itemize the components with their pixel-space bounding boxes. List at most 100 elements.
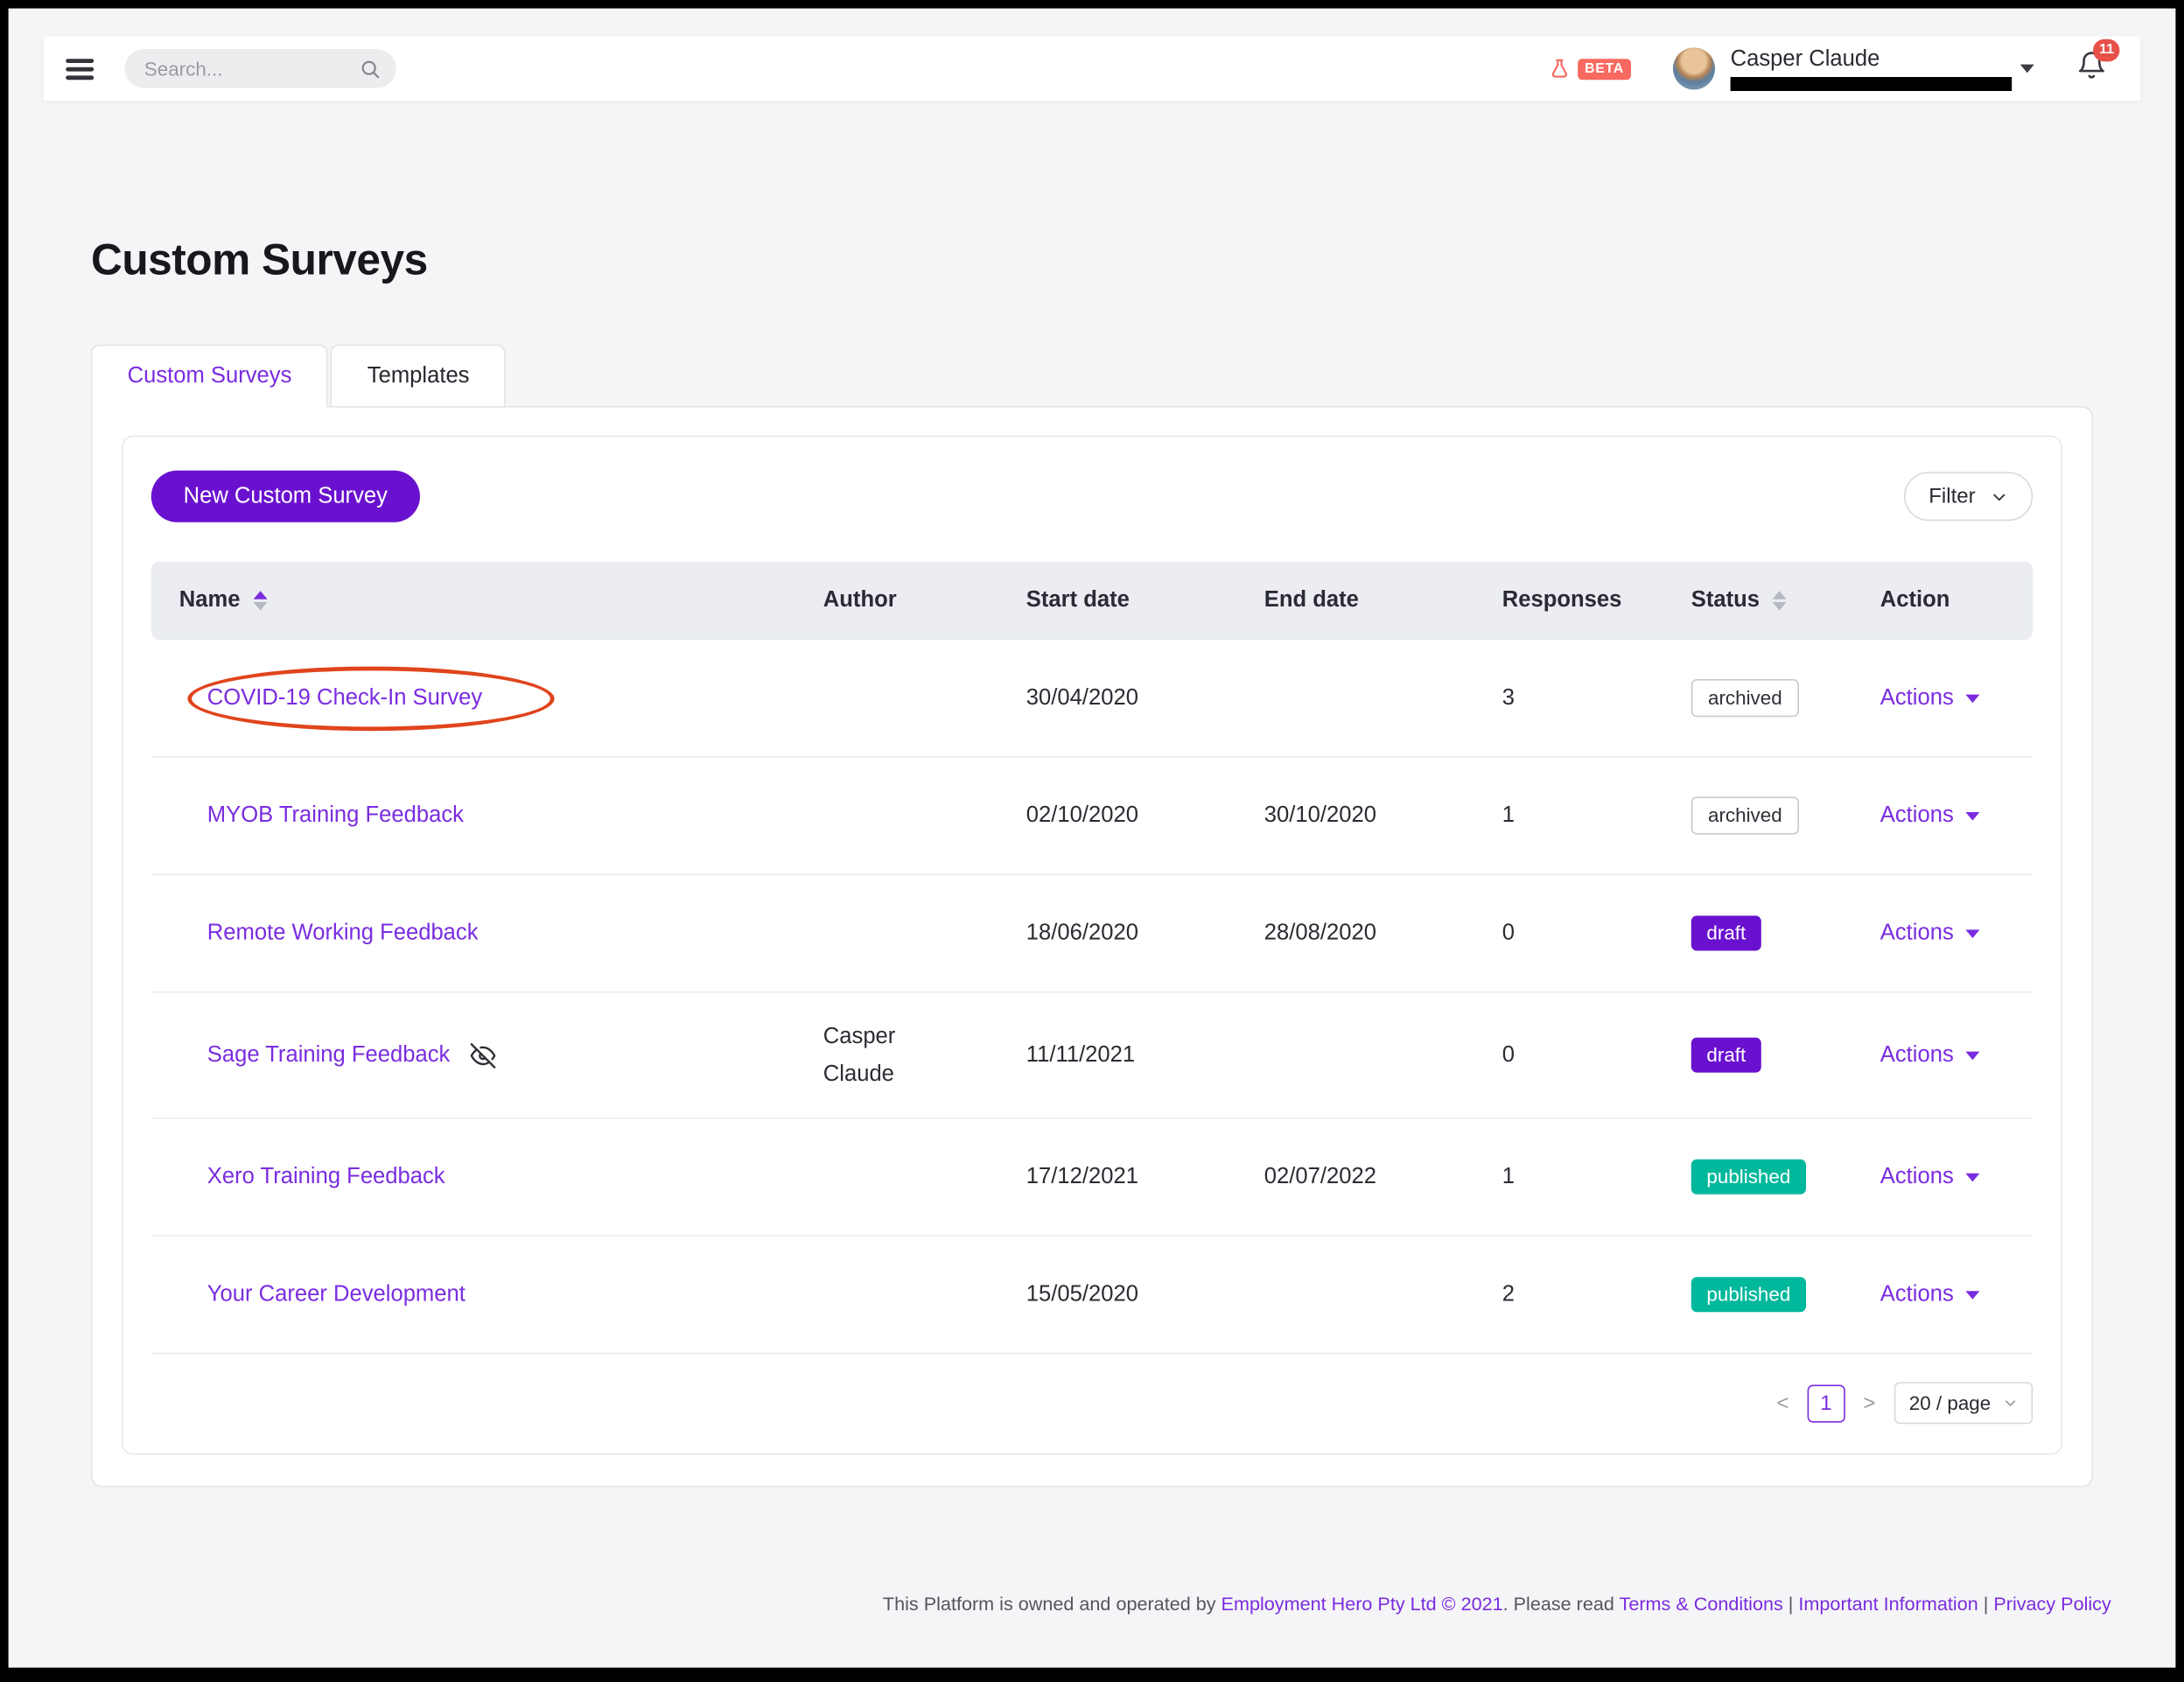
cell-start-date: 18/06/2020 (1026, 921, 1138, 945)
footer-link-privacy-policy[interactable]: Privacy Policy (1993, 1594, 2111, 1615)
cell-status: published (1663, 1159, 1852, 1195)
table-row: MYOB Training Feedback 02/10/2020 30/10/… (150, 758, 2034, 875)
survey-name-link[interactable]: Remote Working Feedback (206, 921, 479, 945)
user-name: Casper Claude (1730, 47, 1880, 72)
cell-status: archived (1663, 678, 1852, 718)
app-background: BETA Casper Claude 11 Custom Surveys (8, 8, 2176, 1669)
column-header-name[interactable]: Name (151, 588, 795, 613)
cell-end-date: 30/10/2020 (1264, 802, 1376, 827)
flask-icon (1551, 59, 1567, 78)
pagination-prev[interactable]: < (1776, 1391, 1789, 1415)
cell-survey-name: Remote Working Feedback (151, 921, 795, 946)
new-custom-survey-button[interactable]: New Custom Survey (150, 470, 420, 522)
cell-start-date: 11/11/2021 (1026, 1042, 1136, 1067)
search-input[interactable] (144, 57, 360, 81)
cell-action: Actions (1852, 685, 2033, 711)
chevron-down-icon (1993, 493, 2006, 501)
cell-responses: 2 (1502, 1281, 1516, 1306)
table-row: Remote Working Feedback 18/06/2020 28/08… (150, 875, 2034, 993)
actions-dropdown[interactable]: Actions (1880, 1042, 1981, 1068)
actions-dropdown[interactable]: Actions (1880, 803, 1981, 829)
footer-separator: | (1978, 1594, 1994, 1615)
beta-badge: BETA (1578, 58, 1631, 80)
footer-link-employment-hero[interactable]: Employment Hero Pty Ltd © 2021 (1221, 1594, 1503, 1615)
search-bar (124, 49, 396, 88)
survey-name-link[interactable]: Xero Training Feedback (206, 1164, 445, 1188)
status-badge: draft (1690, 915, 1761, 951)
cell-survey-name: Sage Training Feedback (151, 1042, 795, 1068)
pagination-next[interactable]: > (1863, 1391, 1876, 1415)
cell-survey-name: Xero Training Feedback (151, 1164, 795, 1189)
cell-action: Actions (1852, 1282, 2033, 1307)
actions-dropdown[interactable]: Actions (1880, 921, 1981, 946)
actions-dropdown[interactable]: Actions (1880, 1282, 1981, 1307)
survey-name-link[interactable]: MYOB Training Feedback (206, 802, 464, 827)
cell-responses: 0 (1502, 1042, 1516, 1067)
footer-text: . Please read (1502, 1594, 1620, 1615)
user-menu[interactable]: Casper Claude (1673, 46, 2034, 91)
surveys-card: New Custom Survey Filter Name Author Sta… (91, 406, 2093, 1488)
table-row: COVID-19 Check-In Survey 30/04/2020 3 ar… (150, 640, 2034, 758)
cell-action: Actions (1852, 1042, 2033, 1068)
status-badge: draft (1690, 1037, 1761, 1073)
surveys-panel: New Custom Survey Filter Name Author Sta… (122, 435, 2062, 1455)
tab-templates[interactable]: Templates (331, 344, 507, 408)
cell-action: Actions (1852, 803, 2033, 829)
cell-start-date: 30/04/2020 (1026, 685, 1138, 710)
status-badge: archived (1690, 796, 1799, 835)
sort-icon (252, 591, 267, 611)
cell-survey-name: Your Career Development (151, 1282, 795, 1307)
avatar (1673, 47, 1715, 90)
cell-status: archived (1663, 796, 1852, 835)
notifications-button[interactable]: 11 (2076, 39, 2120, 88)
table-row: Xero Training Feedback 17/12/2021 02/07/… (150, 1118, 2034, 1237)
actions-dropdown[interactable]: Actions (1880, 1164, 1981, 1189)
table-row: Sage Training Feedback Casper Claude 11/… (150, 992, 2034, 1119)
cell-start-date: 17/12/2021 (1026, 1164, 1138, 1188)
filter-button[interactable]: Filter (1903, 472, 2034, 522)
cell-action: Actions (1852, 1164, 2033, 1189)
table-row: Your Career Development 15/05/2020 2 pub… (150, 1237, 2034, 1355)
footer-text: This Platform is owned and operated by (882, 1594, 1222, 1615)
filter-label: Filter (1928, 484, 1976, 508)
cell-status: draft (1663, 1037, 1852, 1073)
beta-group: BETA (1548, 58, 1631, 81)
column-header-author: Author (822, 588, 897, 613)
cell-start-date: 02/10/2020 (1026, 802, 1138, 827)
footer-separator: | (1782, 1594, 1799, 1615)
cell-responses: 0 (1502, 921, 1516, 945)
chevron-down-icon (2020, 64, 2034, 74)
survey-name-link[interactable]: Your Career Development (206, 1281, 466, 1306)
cell-start-date: 15/05/2020 (1026, 1281, 1138, 1306)
pagination: < 1 > 20 / page (151, 1354, 2034, 1452)
cell-responses: 1 (1502, 1164, 1516, 1188)
column-header-action: Action (1880, 588, 1950, 613)
column-header-start-date: Start date (1026, 588, 1130, 613)
footer: This Platform is owned and operated by E… (883, 1594, 2111, 1615)
search-icon (361, 60, 380, 78)
tab-custom-surveys[interactable]: Custom Surveys (91, 344, 328, 408)
table-header: Name Author Start date End date Response… (150, 561, 2034, 641)
column-header-responses: Responses (1502, 588, 1622, 613)
notification-badge: 11 (2093, 39, 2120, 61)
page-title: Custom Surveys (91, 235, 428, 284)
footer-link-terms[interactable]: Terms & Conditions (1619, 1594, 1783, 1615)
survey-name-link[interactable]: COVID-19 Check-In Survey (206, 685, 483, 710)
pagination-page-1[interactable]: 1 (1807, 1384, 1845, 1422)
page-size-value: 20 / page (1908, 1391, 1992, 1414)
survey-name-link[interactable]: Sage Training Feedback (206, 1042, 451, 1067)
eye-off-icon (471, 1042, 497, 1068)
topbar: BETA Casper Claude 11 (43, 36, 2141, 102)
cell-survey-name: MYOB Training Feedback (151, 803, 795, 829)
menu-icon[interactable] (66, 58, 94, 80)
actions-dropdown[interactable]: Actions (1880, 685, 1981, 711)
cell-action: Actions (1852, 921, 2033, 946)
column-header-status[interactable]: Status (1663, 588, 1852, 613)
footer-link-important-information[interactable]: Important Information (1798, 1594, 1978, 1615)
cell-responses: 1 (1502, 802, 1516, 827)
cell-end-date: 28/08/2020 (1264, 921, 1376, 945)
cell-survey-name: COVID-19 Check-In Survey (151, 665, 795, 731)
cell-status: draft (1663, 915, 1852, 951)
page-size-select[interactable]: 20 / page (1894, 1382, 2034, 1425)
